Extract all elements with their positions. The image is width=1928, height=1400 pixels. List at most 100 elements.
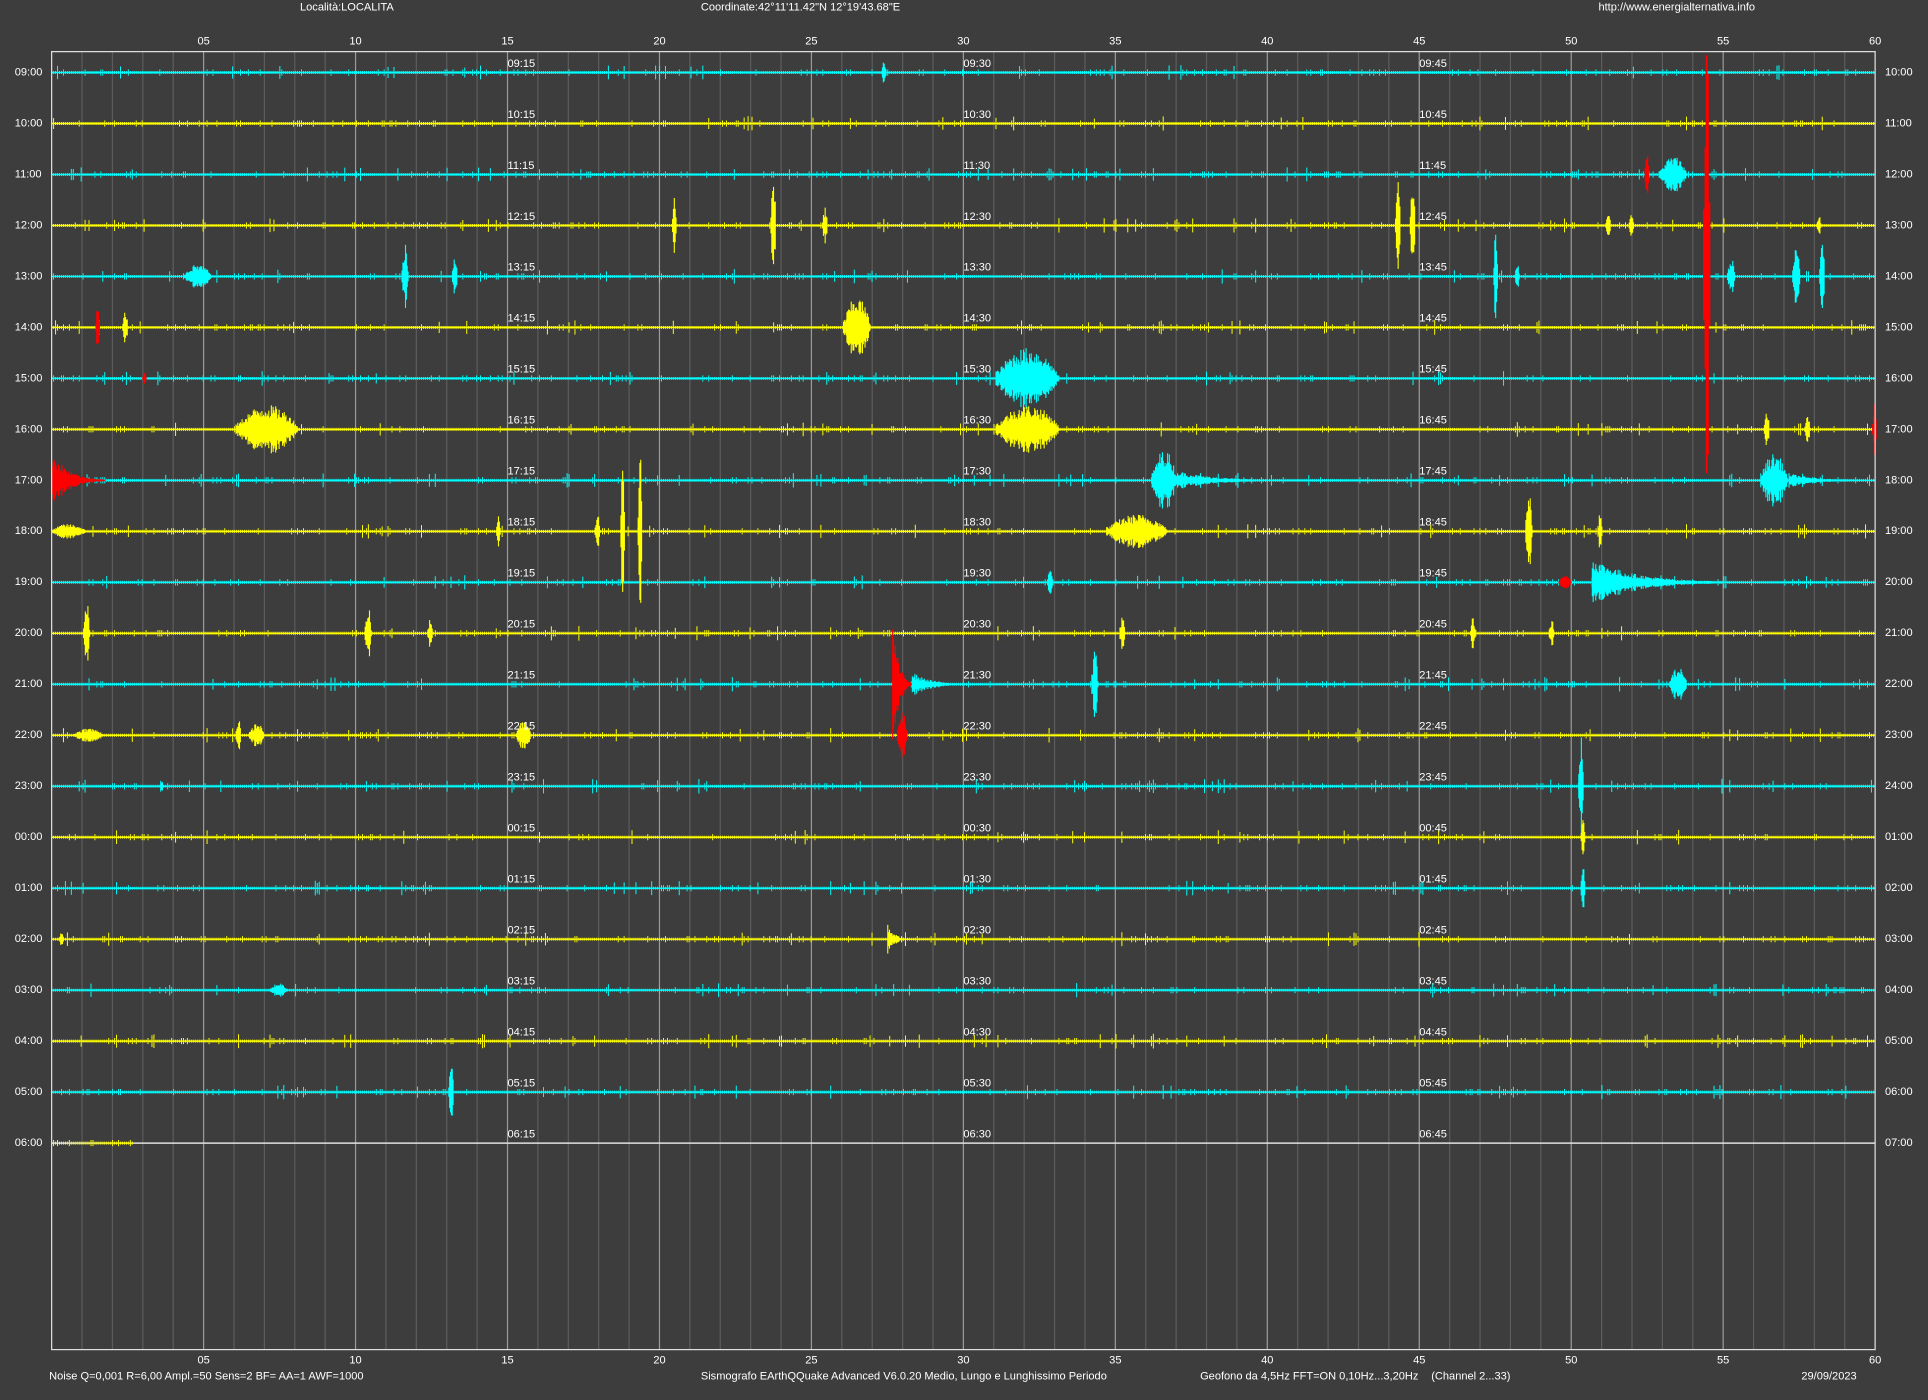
mid-time-label: 22:30: [963, 721, 991, 733]
top-minute-label: 40: [1261, 36, 1273, 48]
bottom-minute-label: 55: [1717, 1355, 1729, 1367]
mid-time-label: 02:30: [963, 925, 991, 937]
top-minute-label: 05: [197, 36, 209, 48]
right-hour-label: 06:00: [1885, 1086, 1913, 1098]
top-minute-label: 10: [349, 36, 361, 48]
mid-time-label: 09:30: [963, 58, 991, 70]
left-hour-label: 20:00: [15, 627, 43, 639]
mid-time-label: 16:30: [963, 415, 991, 427]
top-minute-label: 15: [501, 36, 513, 48]
seismic-event: [427, 619, 433, 647]
footer-channel: (Channel 2...33): [1431, 1371, 1510, 1383]
seismic-event: [122, 312, 128, 343]
mid-time-label: 11:30: [963, 160, 990, 172]
seismic-event: [1395, 182, 1401, 269]
seismic-event: [1558, 576, 1572, 589]
top-minute-label: 20: [653, 36, 665, 48]
mid-time-label: 05:30: [963, 1077, 991, 1089]
mid-time-label: 10:15: [508, 109, 536, 121]
coordinates: Coordinate:42°11'11.42"N 12°19'43.68"E: [701, 1, 900, 13]
seismic-event: [269, 983, 288, 997]
mid-time-label: 00:30: [963, 823, 991, 835]
seismic-event: [142, 373, 147, 384]
mid-time-label: 20:15: [508, 619, 536, 631]
mid-time-label: 14:45: [1419, 313, 1447, 325]
right-hour-label: 24:00: [1885, 780, 1913, 792]
seismic-event: [401, 244, 409, 309]
seismic-event: [1669, 669, 1687, 700]
seismic-event: [1151, 452, 1177, 509]
mid-time-label: 21:30: [963, 670, 991, 682]
seismic-event-large: [1704, 55, 1709, 474]
mid-time-label: 18:45: [1419, 517, 1447, 529]
seismic-event: [1644, 155, 1650, 194]
mid-time-label: 16:45: [1419, 415, 1447, 427]
right-hour-label: 15:00: [1885, 321, 1913, 333]
left-hour-label: 13:00: [15, 270, 43, 282]
mid-time-label: 00:45: [1419, 823, 1447, 835]
seismic-event: [1819, 244, 1825, 309]
mid-time-label: 13:30: [963, 262, 991, 274]
right-hour-label: 22:00: [1885, 678, 1913, 690]
right-hour-label: 16:00: [1885, 372, 1913, 384]
seismic-event: [1763, 413, 1770, 445]
mid-time-label: 06:15: [508, 1128, 536, 1140]
top-minute-label: 50: [1565, 36, 1577, 48]
seismic-event: [1597, 515, 1603, 548]
mid-time-label: 13:15: [508, 262, 536, 274]
mid-time-label: 02:15: [508, 925, 536, 937]
seismic-event: [1119, 617, 1126, 649]
bottom-minute-label: 60: [1869, 1355, 1881, 1367]
top-minute-label: 60: [1869, 36, 1881, 48]
mid-time-label: 11:45: [1419, 160, 1446, 172]
mid-time-label: 05:45: [1419, 1077, 1447, 1089]
seismic-event: [235, 405, 299, 454]
mid-time-label: 21:15: [508, 670, 536, 682]
mid-time-label: 01:45: [1419, 874, 1447, 886]
seismic-event: [1047, 571, 1053, 594]
left-hour-label: 12:00: [15, 219, 43, 231]
mid-time-label: 23:45: [1419, 772, 1447, 784]
seismic-event: [637, 459, 643, 603]
seismic-event: [183, 265, 212, 288]
mid-time-label: 06:30: [963, 1128, 991, 1140]
mid-time-label: 09:45: [1419, 58, 1447, 70]
right-hour-label: 05:00: [1885, 1035, 1913, 1047]
seismic-event: [1788, 473, 1875, 488]
seismic-event: [95, 310, 100, 344]
left-hour-label: 04:00: [15, 1035, 43, 1047]
seismic-event: [451, 259, 458, 294]
mid-time-label: 01:30: [963, 874, 991, 886]
bottom-minute-label: 05: [197, 1355, 209, 1367]
left-hour-label: 01:00: [15, 882, 43, 894]
left-hour-label: 17:00: [15, 474, 43, 486]
bottom-minute-label: 40: [1261, 1355, 1273, 1367]
seismic-event: [1760, 454, 1789, 507]
mid-time-label: 06:45: [1419, 1128, 1447, 1140]
left-hour-label: 23:00: [15, 780, 43, 792]
seismic-event: [1578, 737, 1584, 836]
seismic-event: [995, 406, 1061, 453]
mid-time-label: 17:30: [963, 466, 991, 478]
right-hour-label: 13:00: [1885, 219, 1913, 231]
mid-time-label: 04:30: [963, 1026, 991, 1038]
top-minute-label: 35: [1109, 36, 1121, 48]
right-hour-label: 11:00: [1885, 117, 1912, 129]
mid-time-label: 01:15: [508, 874, 536, 886]
left-hour-label: 10:00: [15, 117, 43, 129]
seismic-event: [58, 933, 64, 945]
left-hour-label: 21:00: [15, 678, 43, 690]
top-minute-label: 25: [805, 36, 817, 48]
footer-noise: Noise Q=0,001 R=6,00 Ampl.=50 Sens=2 BF=…: [49, 1371, 363, 1383]
mid-time-label: 02:45: [1419, 925, 1447, 937]
left-hour-label: 02:00: [15, 933, 43, 945]
seismic-event: [1176, 472, 1300, 489]
mid-time-label: 18:30: [963, 517, 991, 529]
right-hour-label: 02:00: [1885, 882, 1913, 894]
mid-time-label: 12:15: [508, 211, 536, 223]
seismic-event: [1091, 651, 1099, 717]
seismic-event: [515, 722, 532, 749]
bottom-minute-label: 50: [1565, 1355, 1577, 1367]
mid-time-label: 09:15: [508, 58, 536, 70]
